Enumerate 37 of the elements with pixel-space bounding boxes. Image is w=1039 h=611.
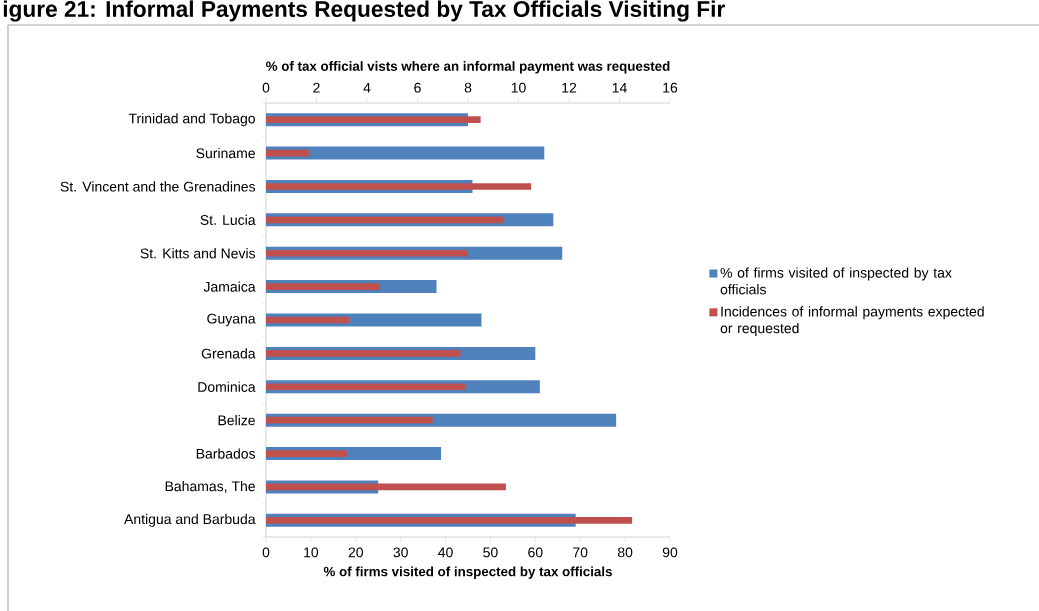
- y-tick-label: Barbados: [196, 448, 256, 459]
- x-tick-label: 80: [617, 547, 633, 558]
- x-tick-label: 60: [528, 547, 543, 558]
- chart-title: igure 21: Informal Payments Requested by Tax Officials Visiting Fir: [3, 0, 725, 22]
- y-tick-label: St. Kitts and Nevis: [140, 248, 256, 259]
- y-tick-label: Bahamas, The: [165, 480, 255, 493]
- x2-tick-label: 8: [464, 82, 472, 93]
- y-tick-label: Grenada: [201, 348, 256, 359]
- y-tick-label: Dominica: [198, 381, 256, 392]
- legend-label: % of firms visited of inspected by tax officials: [720, 267, 952, 295]
- y-tick-label: Jamaica: [203, 281, 256, 292]
- x-tick-label: 0: [262, 547, 270, 558]
- y-tick-label: St. Vincent and the Grenadines: [60, 181, 256, 192]
- y-tick-label: Antigua and Barbuda: [124, 513, 256, 527]
- x2-axis-title: % of tax official vists where an informal payment was requested: [266, 61, 670, 74]
- y-tick-label: Guyana: [207, 313, 256, 327]
- x2-tick-label: 12: [562, 82, 577, 93]
- x-tick-label: 40: [438, 547, 453, 558]
- legend-label: Incidences of informal payments expected or requested: [720, 306, 984, 336]
- x2-tick-label: 14: [612, 82, 627, 93]
- x2-tick-label: 6: [414, 82, 421, 93]
- y-tick-label: Suriname: [196, 147, 255, 159]
- y-tick-label: Trinidad and Tobago: [128, 113, 255, 127]
- x-tick-label: 50: [483, 547, 498, 558]
- x-axis-title: % of firms visited of inspected by tax officials: [323, 566, 612, 579]
- x-tick-label: 70: [573, 547, 588, 558]
- x2-tick-label: 0: [262, 82, 270, 93]
- x2-tick-label: 16: [663, 82, 678, 93]
- y-tick-label: St. Lucia: [200, 214, 256, 225]
- x2-tick-label: 10: [511, 82, 526, 93]
- x2-tick-label: 4: [363, 82, 371, 93]
- x-tick-label: 20: [348, 547, 364, 558]
- x2-tick-label: 2: [313, 82, 320, 93]
- x-tick-label: 30: [393, 547, 408, 558]
- x-tick-label: 10: [304, 547, 319, 558]
- y-tick-label: Belize: [218, 415, 255, 426]
- x-tick-label: 90: [662, 547, 678, 558]
